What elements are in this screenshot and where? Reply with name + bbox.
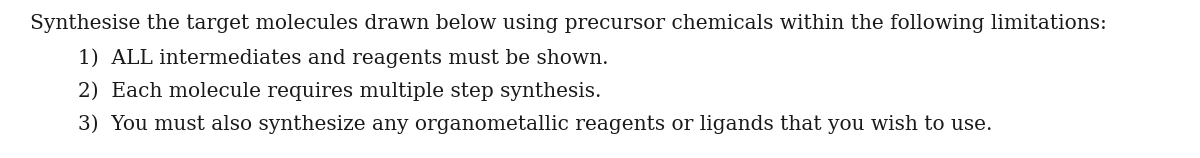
Text: 1)  ALL intermediates and reagents must be shown.: 1) ALL intermediates and reagents must b… [78, 48, 608, 68]
Text: Synthesise the target molecules drawn below using precursor chemicals within the: Synthesise the target molecules drawn be… [30, 14, 1106, 33]
Text: 3)  You must also synthesize any organometallic reagents or ligands that you wis: 3) You must also synthesize any organome… [78, 114, 992, 134]
Text: 2)  Each molecule requires multiple step synthesis.: 2) Each molecule requires multiple step … [78, 81, 601, 101]
